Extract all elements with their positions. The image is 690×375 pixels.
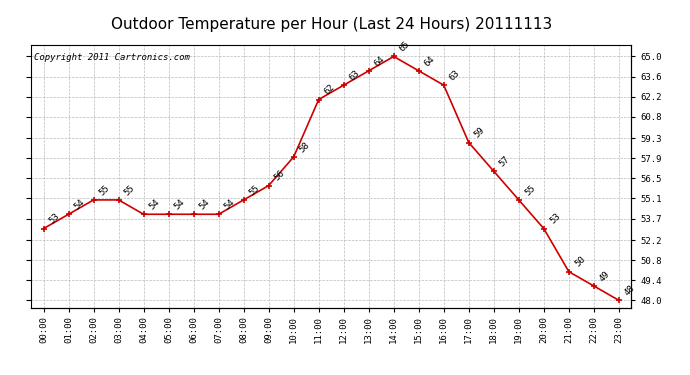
Text: 54: 54 — [198, 198, 212, 211]
Text: 64: 64 — [423, 54, 437, 68]
Text: 50: 50 — [573, 255, 587, 269]
Text: 55: 55 — [98, 183, 112, 197]
Text: 54: 54 — [72, 198, 87, 211]
Text: 53: 53 — [548, 212, 562, 226]
Text: 48: 48 — [623, 284, 637, 297]
Text: 56: 56 — [273, 169, 287, 183]
Text: 63: 63 — [348, 68, 362, 82]
Text: 58: 58 — [298, 140, 312, 154]
Text: 62: 62 — [323, 83, 337, 97]
Text: Outdoor Temperature per Hour (Last 24 Hours) 20111113: Outdoor Temperature per Hour (Last 24 Ho… — [110, 17, 552, 32]
Text: 55: 55 — [123, 183, 137, 197]
Text: 53: 53 — [48, 212, 61, 226]
Text: 63: 63 — [448, 68, 462, 82]
Text: 54: 54 — [223, 198, 237, 211]
Text: 55: 55 — [248, 183, 262, 197]
Text: 54: 54 — [148, 198, 161, 211]
Text: 65: 65 — [398, 40, 412, 54]
Text: 57: 57 — [498, 154, 512, 168]
Text: 54: 54 — [172, 198, 187, 211]
Text: 59: 59 — [473, 126, 487, 140]
Text: 49: 49 — [598, 269, 612, 283]
Text: Copyright 2011 Cartronics.com: Copyright 2011 Cartronics.com — [34, 53, 190, 62]
Text: 64: 64 — [373, 54, 387, 68]
Text: 55: 55 — [523, 183, 537, 197]
